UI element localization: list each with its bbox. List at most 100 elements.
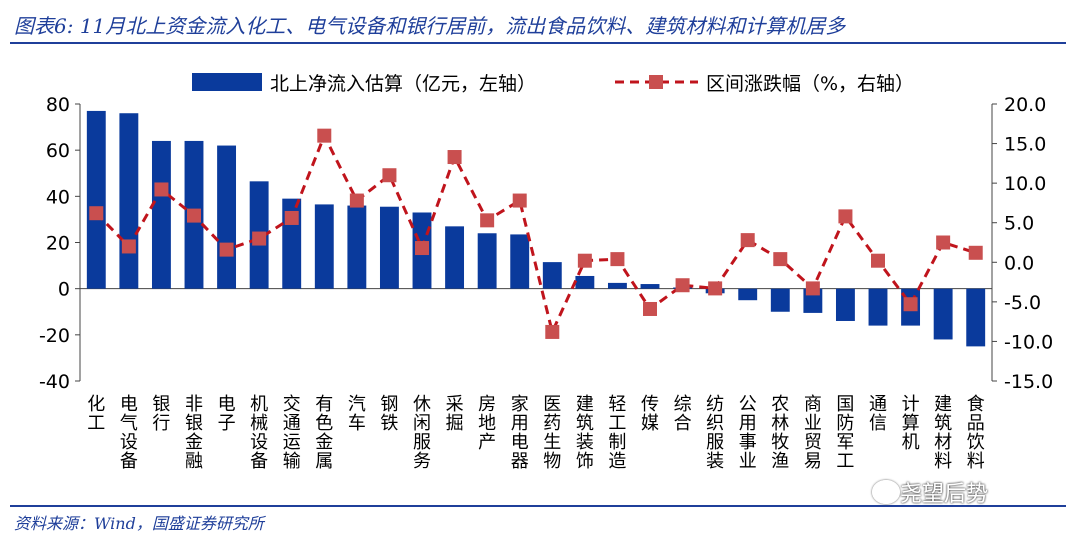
bar <box>314 204 334 289</box>
category-label: 综合 <box>674 394 692 434</box>
line-marker <box>480 213 495 228</box>
bar <box>217 145 237 289</box>
bar <box>738 288 758 301</box>
category-label: 汽车 <box>348 394 366 434</box>
category-label: 机械设备 <box>250 394 268 472</box>
legend-line-label: 区间涨跌幅（%，右轴） <box>706 73 914 95</box>
bar <box>640 284 660 289</box>
category-label: 有色金属 <box>315 394 333 472</box>
category-label: 休闲服务 <box>413 394 431 472</box>
line-marker <box>903 297 918 312</box>
line-marker <box>675 278 690 293</box>
chart-title: 图表6: 11月北上资金流入化工、电气设备和银行居前，流出食品饮料、建筑材料和计… <box>14 14 846 38</box>
category-label: 交通运输 <box>283 394 301 472</box>
category-label: 电气设备 <box>120 394 138 472</box>
right-tick-label: -5.0 <box>1004 292 1041 314</box>
line-marker <box>89 206 104 221</box>
bar <box>770 288 790 312</box>
category-label: 通信 <box>869 394 887 434</box>
bar <box>151 140 171 289</box>
wechat-icon <box>872 480 900 504</box>
legend-bar-swatch <box>192 73 262 91</box>
title-rule <box>10 42 1066 44</box>
right-tick-label: 20.0 <box>1004 94 1046 116</box>
line-marker <box>187 208 201 223</box>
category-label: 家用电器 <box>511 394 529 472</box>
category-label: 非银金融 <box>185 394 203 472</box>
left-tick-label: -40 <box>39 371 70 393</box>
bar <box>86 110 106 289</box>
line-series <box>95 131 977 337</box>
bar <box>379 206 399 289</box>
line-marker <box>740 233 755 248</box>
category-label: 化工 <box>87 394 105 434</box>
line-marker <box>252 231 267 246</box>
bar <box>966 288 986 347</box>
category-label: 纺织服装 <box>706 394 724 472</box>
category-label: 商业贸易 <box>804 394 822 472</box>
category-label: 农林牧渔 <box>771 394 789 472</box>
chart: 80 60 40 20 0 -20 -40 20.0 15.0 10.0 5.0 0.0 -5.0 -10… <box>39 73 1053 472</box>
line-marker <box>154 182 169 197</box>
line-marker <box>805 281 820 296</box>
footer-rule <box>10 505 1066 507</box>
category-label: 电子 <box>218 394 236 434</box>
left-tick-label: 40 <box>46 186 70 208</box>
category-label: 国防军工 <box>836 394 854 472</box>
bar <box>868 288 888 326</box>
source-note: 资料来源：Wind，国盛证券研究所 <box>14 514 264 533</box>
right-tick-label: -10.0 <box>1004 331 1053 353</box>
category-label: 食品饮料 <box>967 394 985 472</box>
line-marker <box>773 252 788 267</box>
category-label: 采掘 <box>446 394 464 434</box>
line-marker <box>447 150 462 165</box>
watermark: 尧望后势 <box>900 482 989 507</box>
left-tick-label: 80 <box>46 94 70 116</box>
line-marker <box>121 239 136 254</box>
bar <box>510 234 530 289</box>
line-marker <box>643 301 657 316</box>
left-tick-label: 0 <box>58 279 70 301</box>
bar <box>575 275 595 289</box>
category-label: 轻工制造 <box>608 394 626 472</box>
line-marker <box>610 252 625 267</box>
category-label: 房地产 <box>478 394 496 453</box>
bar <box>542 262 562 289</box>
line-marker <box>577 253 592 268</box>
bar <box>445 226 465 289</box>
category-label: 公用事业 <box>739 394 757 472</box>
line-marker <box>708 281 723 296</box>
right-tick-label: 0.0 <box>1004 252 1034 274</box>
category-label: 医药生物 <box>543 394 561 472</box>
right-tick-label: 10.0 <box>1004 173 1046 195</box>
right-tick-label: 15.0 <box>1004 134 1046 156</box>
bar <box>835 288 855 321</box>
line-marker <box>545 324 560 339</box>
bar <box>119 113 139 289</box>
line-marker <box>382 168 397 183</box>
line-marker <box>512 193 527 208</box>
line-marker <box>968 245 983 260</box>
category-label: 建筑材料 <box>934 394 952 472</box>
category-label: 计算机 <box>902 394 920 453</box>
left-tick-label: 20 <box>46 233 70 255</box>
bar <box>607 282 627 289</box>
legend-line-marker <box>649 75 663 89</box>
left-tick-label: 60 <box>46 140 70 162</box>
right-tick-label: -15.0 <box>1004 371 1053 393</box>
category-label: 钢铁 <box>380 394 398 434</box>
line-marker <box>936 235 951 250</box>
line-marker <box>317 128 332 143</box>
line-marker <box>349 193 364 208</box>
bar <box>477 233 497 289</box>
line-marker <box>219 242 234 257</box>
legend-bar-label: 北上净流入估算（亿元，左轴） <box>270 73 536 95</box>
line-marker <box>415 241 429 256</box>
line-marker <box>838 209 853 224</box>
category-label: 传媒 <box>641 394 659 434</box>
line-marker <box>871 253 885 268</box>
bar <box>933 288 953 340</box>
category-label: 银行 <box>152 394 170 434</box>
right-tick-label: 5.0 <box>1004 213 1034 235</box>
left-tick-label: -20 <box>39 325 70 347</box>
